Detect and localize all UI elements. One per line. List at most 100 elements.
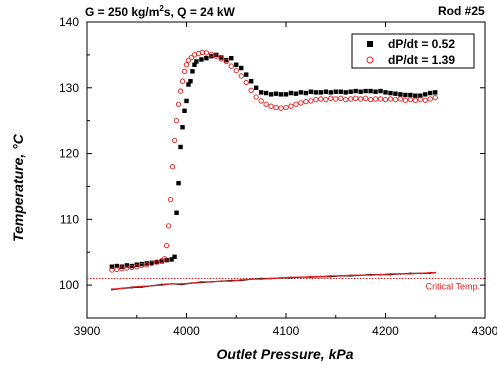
series-0-point (388, 90, 393, 96)
x-tick-label: 4300 (472, 324, 497, 338)
series-0-point (368, 88, 373, 94)
title-left-superscript: 2 (159, 4, 164, 13)
series-3-point (230, 280, 233, 283)
series-0-point (149, 260, 154, 265)
series-0-point (144, 261, 149, 266)
series-0-point (182, 108, 187, 113)
series-3-point (170, 282, 173, 285)
series-1-point (318, 96, 324, 102)
series-1-point (124, 265, 130, 271)
series-0-point (184, 98, 189, 104)
series-1-point (218, 56, 224, 62)
series-3-point (130, 286, 133, 288)
series-1-point (382, 96, 389, 103)
series-1-point (109, 267, 115, 273)
series-1-point (171, 137, 178, 144)
series-1-point (432, 94, 438, 101)
series-1-point (338, 95, 344, 101)
series-1-point (183, 62, 190, 68)
series-1-point (233, 68, 239, 74)
series-3-point (379, 273, 382, 276)
y-axis-label: Temperature, °C (10, 134, 26, 242)
series-1-point (348, 96, 354, 102)
series-0-point (253, 85, 259, 90)
series-0-point (248, 79, 254, 84)
series-3-point (150, 284, 153, 287)
series-1-point (357, 96, 364, 102)
series-1-point (129, 264, 135, 271)
series-1-point (402, 97, 409, 103)
chart-title-left: G = 250 kg/m2s, Q = 24 kW (85, 4, 235, 19)
series-1-point (288, 103, 294, 109)
series-0-point (258, 90, 264, 95)
series-3-point (120, 287, 123, 290)
series-1-point (293, 101, 299, 107)
series-3-point (110, 288, 113, 290)
series-0-point (343, 90, 348, 95)
series-1-point (273, 104, 279, 111)
series-1-point (213, 53, 220, 59)
series-0-point (278, 92, 284, 97)
series-1-point (179, 78, 186, 84)
legend-label: dP/dt = 1.39 (388, 53, 455, 67)
series-1-point (263, 101, 269, 107)
series-0-point (308, 89, 314, 94)
series-3-point (409, 273, 412, 275)
series-2-line (111, 272, 436, 291)
series-1-point (134, 264, 140, 270)
series-0-point (378, 88, 383, 94)
series-1-point (328, 95, 334, 101)
series-1-point (362, 95, 369, 101)
series-1-point (377, 96, 384, 102)
series-1-point (308, 98, 314, 104)
series-0-point (318, 90, 324, 95)
series-3-point (210, 280, 213, 283)
y-tick-label: 100 (59, 278, 79, 292)
series-1-point (144, 262, 150, 268)
series-3-point (260, 278, 263, 281)
series-1-point (268, 103, 274, 109)
series-0-point (273, 91, 279, 96)
series-3-point (319, 275, 322, 278)
series-1-point (167, 196, 174, 203)
series-1-point (253, 94, 259, 100)
series-3-point (429, 271, 432, 274)
series-1-point (139, 262, 145, 269)
series-1-point (208, 51, 215, 57)
legend-label: dP/dt = 0.52 (388, 37, 455, 51)
series-1-point (188, 54, 195, 61)
y-tick-label: 130 (59, 81, 79, 95)
series-1-point (177, 88, 184, 94)
series-0-point (174, 210, 179, 215)
x-tick-label: 4000 (173, 324, 200, 338)
series-0-point (418, 93, 423, 98)
series-3-point (190, 282, 193, 285)
series-1-point (163, 242, 170, 249)
series-3-point (369, 274, 372, 277)
series-1-point (258, 98, 264, 104)
series-0-point (303, 90, 309, 96)
series-3-point (240, 278, 243, 281)
series-0-point (178, 144, 183, 150)
series-0-point (288, 90, 294, 96)
series-1-point (243, 79, 249, 86)
series-0-point (348, 89, 353, 94)
series-3-point (200, 280, 203, 283)
critical-temp-label: Critical Temp. (426, 282, 480, 292)
series-0-point (283, 92, 289, 97)
series-3-point (419, 272, 422, 275)
title-left-suffix: s, Q = 24 kW (163, 5, 235, 19)
series-3-point (180, 282, 183, 285)
series-1-point (153, 259, 160, 265)
series-1-point (185, 57, 192, 63)
series-3-point (434, 271, 437, 274)
series-0-point (234, 62, 239, 67)
series-1-point (412, 97, 418, 103)
series-0-point (293, 91, 299, 96)
series-0-point (214, 52, 219, 58)
series-1-point (372, 96, 379, 102)
series-0-point (239, 65, 244, 71)
x-axis-label: Outlet Pressure, kPa (216, 346, 354, 362)
series-0-point (383, 90, 388, 95)
series-0-point (323, 89, 328, 94)
